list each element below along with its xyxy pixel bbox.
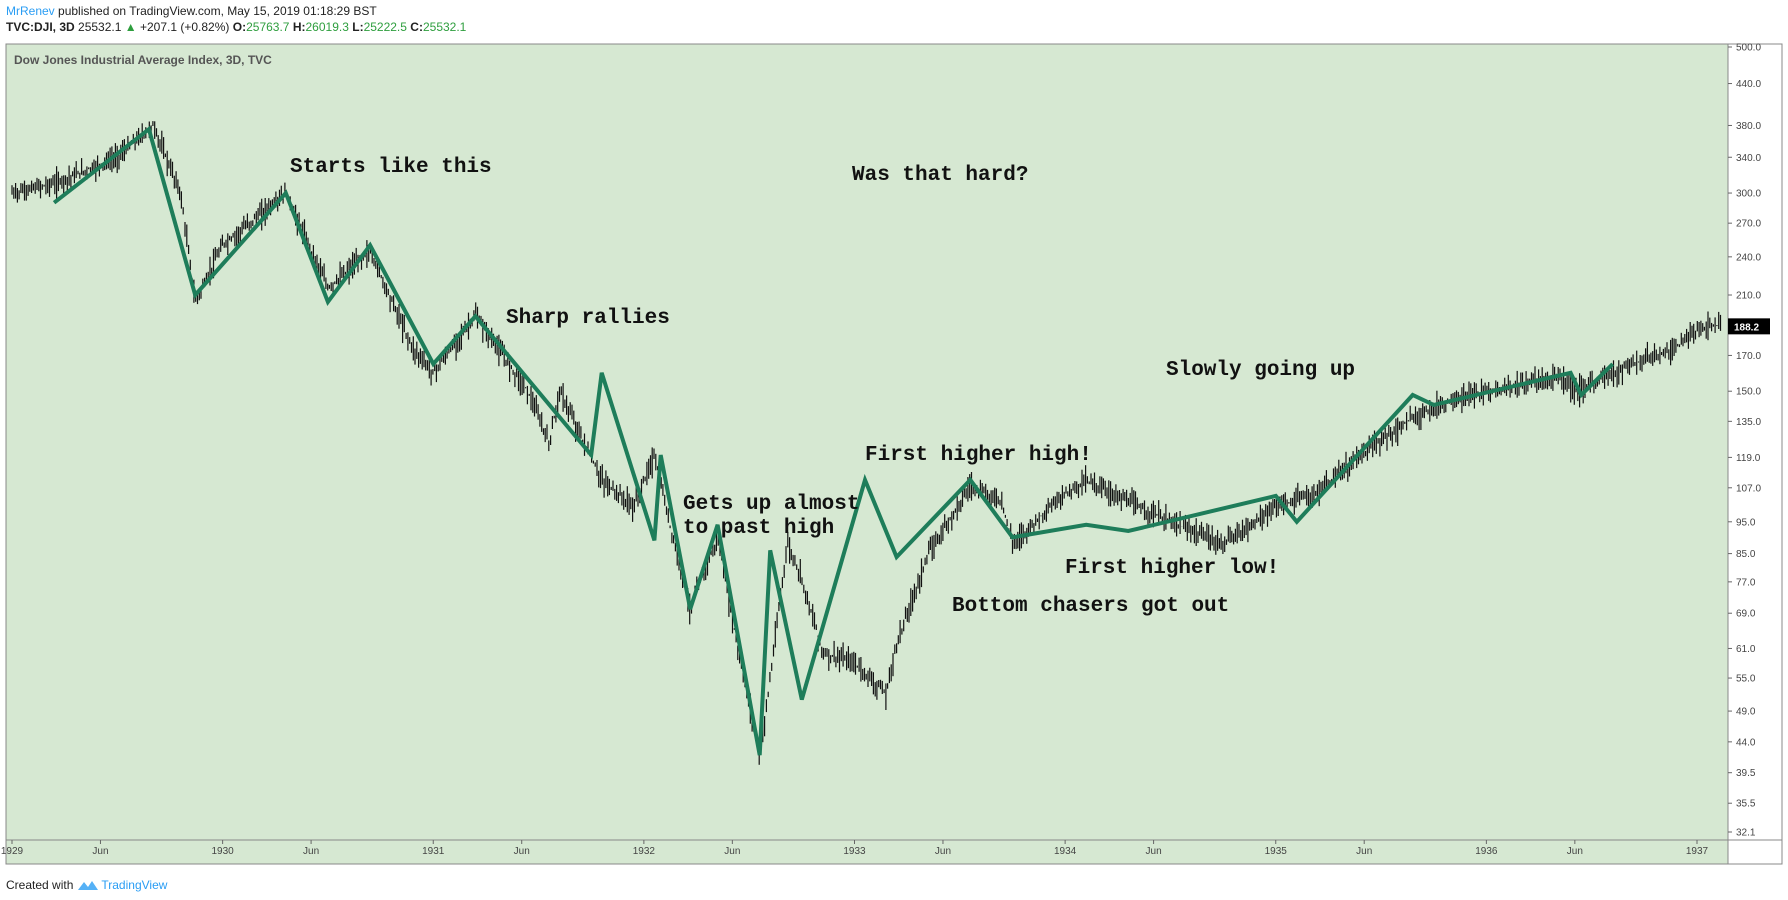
price-tick-label: 44.0 (1736, 737, 1756, 748)
time-tick-label: 1933 (843, 846, 866, 857)
price-tick-label: 95.0 (1736, 517, 1756, 528)
price-tick-label: 500.0 (1736, 43, 1761, 54)
created-with-text: Created with (6, 878, 74, 892)
price-tick-label: 340.0 (1736, 153, 1761, 164)
annotation-gets-up-line2: to past high (683, 517, 834, 540)
annotation-bottom-chasers: Bottom chasers got out (952, 595, 1229, 618)
price-tick-label: 170.0 (1736, 351, 1761, 362)
price-tick-label: 119.0 (1736, 453, 1761, 464)
annotation-sharp-rallies: Sharp rallies (506, 307, 670, 330)
chart-title: Dow Jones Industrial Average Index, 3D, … (14, 53, 272, 67)
high-value: 26019.3 (305, 20, 349, 34)
header-ohlc-line: TVC:DJI, 3D 25532.1 ▲ +207.1 (+0.82%) O:… (6, 20, 466, 34)
price-tick-label: 85.0 (1736, 549, 1756, 560)
time-tick-label: 1934 (1054, 846, 1077, 857)
low-label: L: (352, 20, 364, 34)
time-tick-label: 1936 (1475, 846, 1498, 857)
time-tick-label: 1931 (422, 846, 445, 857)
price-tick-label: 61.0 (1736, 644, 1756, 655)
last-price: 25532.1 (78, 20, 122, 34)
time-tick-label: Jun (303, 846, 319, 857)
low-value: 25222.5 (363, 20, 407, 34)
header-publish-line: MrRenev published on TradingView.com, Ma… (6, 4, 377, 18)
annotation-first-higher-high: First higher high! (865, 444, 1092, 467)
price-tick-label: 380.0 (1736, 121, 1761, 132)
symbol-label: TVC:DJI, 3D (6, 20, 75, 34)
time-tick-label: 1937 (1686, 846, 1709, 857)
price-tick-label: 39.5 (1736, 768, 1756, 779)
price-tick-label: 300.0 (1736, 189, 1761, 200)
close-label: C: (410, 20, 423, 34)
footer: Created with TradingView (6, 878, 167, 892)
up-arrow-icon: ▲ (124, 20, 137, 34)
tradingview-brand-link[interactable]: TradingView (77, 878, 167, 892)
price-tick-label: 440.0 (1736, 79, 1761, 90)
price-tick-label: 32.1 (1736, 828, 1756, 839)
price-tick-label: 49.0 (1736, 707, 1756, 718)
tradingview-brand-label: TradingView (101, 878, 168, 892)
price-axis[interactable] (1727, 43, 1783, 865)
price-tick-label: 55.0 (1736, 674, 1756, 685)
plot-area[interactable] (5, 43, 1729, 865)
price-tick-label: 77.0 (1736, 577, 1756, 588)
time-axis-ticks: 1929 Jun 1930 Jun 1931 Jun 1932 Jun 1933 Jun 1934 J… (1, 840, 1709, 857)
time-tick-label: Jun (1146, 846, 1162, 857)
time-tick-label: Jun (514, 846, 530, 857)
annotation-gets-up-almost: Gets up almost to past high (683, 493, 872, 540)
high-label: H: (292, 20, 306, 34)
price-tick-label: 150.0 (1736, 387, 1761, 398)
time-tick-label: 1929 (1, 846, 24, 857)
time-tick-label: 1935 (1265, 846, 1288, 857)
open-label: O: (232, 20, 247, 34)
price-tick-label: 270.0 (1736, 219, 1761, 230)
price-tick-label: 240.0 (1736, 252, 1761, 263)
price-tick-label: 69.0 (1736, 609, 1756, 620)
time-tick-label: Jun (1567, 846, 1583, 857)
close-value: 25532.1 (422, 20, 467, 34)
annotation-slowly-going-up: Slowly going up (1166, 359, 1355, 382)
price-tag-label: 188.2 (1734, 322, 1759, 333)
annotation-starts-like-this: Starts like this (290, 156, 492, 179)
price-axis-ticks: 500.0 440.0 380.0 340.0 300.0 270.0 240.0 210.0… (1728, 43, 1761, 839)
current-price-tag: 188.2 (1728, 318, 1770, 335)
annotation-first-higher-low: First higher low! (1065, 557, 1279, 580)
price-tick-label: 135.0 (1736, 417, 1761, 428)
time-tick-label: 1930 (212, 846, 235, 857)
tradingview-logo-icon (78, 881, 99, 890)
time-tick-label: Jun (724, 846, 740, 857)
published-text: published on TradingView.com, May 15, 20… (58, 4, 377, 18)
price-tag-box (1728, 318, 1770, 335)
zigzag-trendline[interactable] (52, 125, 1615, 756)
annotation-gets-up-line1: Gets up almost (683, 493, 859, 516)
annotation-was-that-hard: Was that hard? (852, 164, 1028, 187)
author-link[interactable]: MrRenev (6, 4, 55, 18)
time-tick-label: Jun (935, 846, 951, 857)
open-value: 25763.7 (246, 20, 290, 34)
price-tick-label: 210.0 (1736, 291, 1761, 302)
price-change: +207.1 (+0.82%) (140, 20, 230, 34)
time-tick-label: Jun (92, 846, 108, 857)
price-tick-label: 107.0 (1736, 483, 1761, 494)
time-tick-label: 1932 (633, 846, 656, 857)
time-tick-label: Jun (1356, 846, 1372, 857)
price-tick-label: 35.5 (1736, 799, 1756, 810)
